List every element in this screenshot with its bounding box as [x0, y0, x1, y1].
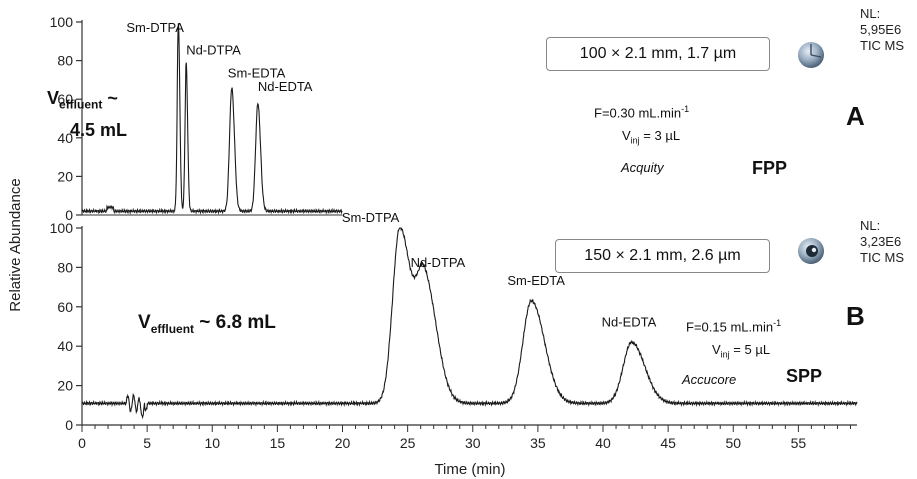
x-tick-label: 40	[595, 435, 611, 451]
particle-type-b: SPP	[786, 366, 823, 386]
y-axis-label: Relative Abundance	[7, 178, 24, 311]
column-spec-box-a: 100 × 2.1 mm, 1.7 µm	[546, 37, 770, 71]
nl-mode-a: TIC MS	[860, 38, 905, 53]
y-tick-label-a: 40	[57, 130, 73, 146]
y-tick-label-a: 60	[57, 91, 73, 107]
veff-tail-b: ~ 6.8 mL	[194, 312, 276, 333]
veff-sub-a: effluent	[59, 97, 103, 112]
x-tick-label: 20	[335, 435, 351, 451]
flow-text-a: F=0.30 mL.min	[594, 105, 682, 121]
x-tick-label: 35	[530, 435, 546, 451]
flow-sup-a: -1	[681, 104, 690, 114]
particle-type-a: FPP	[752, 158, 788, 178]
column-icon-a	[796, 40, 826, 70]
y-tick-label-b: 60	[57, 299, 73, 315]
nl-label-a: NL:	[860, 6, 881, 21]
y-tick-label-a: 100	[50, 14, 74, 30]
vinj-suffix-a: = 3 µL	[639, 128, 681, 143]
column-spec-text-b: 150 × 2.1 mm, 2.6 µm	[584, 247, 741, 264]
nl-value-a: 5,95E6	[860, 22, 902, 37]
y-tick-label-b: 20	[57, 378, 73, 394]
x-tick-label: 45	[660, 435, 676, 451]
panel-letter-b: B	[846, 301, 865, 331]
peak-label-a: Nd-EDTA	[258, 79, 313, 94]
column-spec-text-a: 100 × 2.1 mm, 1.7 µm	[579, 45, 737, 62]
x-tick-label: 55	[791, 435, 807, 451]
flow-rate-b: F=0.15 mL.min-1	[686, 318, 781, 334]
peak-label-a: Nd-DTPA	[186, 43, 241, 58]
vinj-sub-b: inj	[720, 349, 730, 360]
peak-label-b: Sm-DTPA	[342, 210, 400, 225]
vinj-sub-a: inj	[630, 135, 640, 146]
peak-label-a: Sm-EDTA	[228, 66, 286, 81]
column-icon-b	[796, 236, 826, 266]
veff-sub-b: effluent	[150, 321, 195, 336]
trace-line-b	[81, 227, 858, 420]
peak-label-a: Sm-DTPA	[126, 20, 184, 35]
nl-block-b: NL: 3,23E6 TIC MS	[860, 218, 904, 266]
peak-label-b: Nd-DTPA	[411, 255, 466, 270]
effluent-volume-a: Veffluent ~	[47, 88, 118, 112]
x-axis-label: Time (min)	[434, 461, 505, 478]
instrument-a: Acquity	[621, 160, 664, 175]
nl-mode-b: TIC MS	[860, 250, 905, 265]
y-tick-label-a: 20	[57, 168, 73, 184]
vinj-suffix-b: = 5 µL	[729, 342, 771, 357]
x-tick-label: 10	[204, 435, 220, 451]
flow-text-b: F=0.15 mL.min	[686, 319, 774, 335]
injection-volume-a: Vinj = 3 µL	[622, 128, 680, 146]
column-spec-box-b: 150 × 2.1 mm, 2.6 µm	[555, 239, 770, 273]
nl-value-b: 3,23E6	[860, 234, 902, 249]
veff-v-a: V	[47, 88, 60, 108]
panel-letter-a: A	[846, 101, 865, 131]
flow-sup-b: -1	[773, 318, 782, 328]
x-tick-label: 0	[78, 435, 86, 451]
x-tick-label: 5	[143, 435, 151, 451]
x-tick-label: 15	[270, 435, 286, 451]
x-tick-label: 25	[400, 435, 416, 451]
peak-label-b: Nd-EDTA	[602, 314, 657, 329]
y-tick-label-b: 40	[57, 338, 73, 354]
nl-label-b: NL:	[860, 218, 881, 233]
instrument-b: Accucore	[682, 372, 737, 387]
peak-label-b: Sm-EDTA	[507, 273, 565, 288]
y-tick-label-b: 100	[50, 220, 74, 236]
y-tick-label-a: 80	[57, 53, 73, 69]
y-tick-label-b: 80	[57, 259, 73, 275]
injection-volume-b: Vinj = 5 µL	[712, 342, 770, 360]
vinj-v-b: V	[712, 342, 721, 357]
nl-block-a: NL: 5,95E6 TIC MS	[860, 6, 904, 54]
veff-v-b: V	[138, 312, 151, 333]
trace-line-a	[81, 23, 343, 215]
y-tick-label-b: 0	[65, 417, 73, 433]
flow-rate-a: F=0.30 mL.min-1	[594, 104, 689, 120]
effluent-volume-b: Veffluent ~ 6.8 mL	[138, 312, 276, 336]
x-tick-label: 30	[465, 435, 481, 451]
y-tick-label-a: 0	[65, 207, 73, 223]
effluent-value-a: 4.5 mL	[70, 120, 128, 140]
veff-tail-a: ~	[102, 88, 118, 108]
vinj-v-a: V	[622, 128, 631, 143]
x-tick-label: 50	[725, 435, 741, 451]
